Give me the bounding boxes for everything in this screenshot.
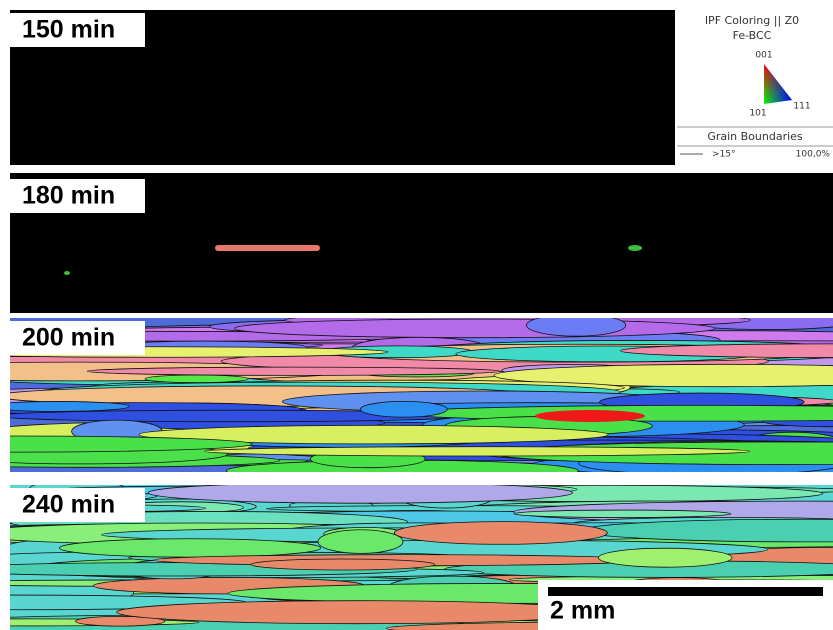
corner-label: 101 [749, 109, 766, 119]
grain [87, 367, 500, 375]
grain [251, 559, 435, 570]
grain [394, 522, 607, 545]
figure: IPF Coloring || Z0 Fe-BCC 001 101 111 Gr… [0, 0, 833, 630]
scale-bar [548, 587, 823, 596]
grain [117, 601, 598, 624]
grain [64, 271, 70, 275]
corner-label: 001 [755, 51, 772, 61]
grain [59, 539, 320, 557]
grain [145, 375, 248, 383]
grain [234, 319, 714, 338]
page: {"panels": [{"label": "150 min"}, {"labe… [0, 0, 833, 630]
corner-label: 111 [793, 102, 810, 112]
grain [514, 510, 731, 518]
legend-title: IPF Coloring || Z0 [705, 14, 799, 27]
legend-phase: Fe-BCC [733, 29, 772, 42]
grain [318, 530, 403, 554]
grain [628, 245, 642, 251]
panel-label: 240 min [22, 491, 115, 519]
grain [0, 401, 129, 411]
legend: IPF Coloring || Z0 Fe-BCC 001 101 111 Gr… [677, 14, 833, 160]
panel-label: 200 min [22, 324, 115, 352]
grain [215, 245, 320, 251]
section-title: Grain Boundaries [707, 130, 803, 143]
grain [205, 447, 750, 456]
grain [598, 548, 732, 567]
ipf-triangle-blue [764, 64, 792, 104]
grain [148, 482, 572, 503]
boundary-fraction: 100,0% [796, 150, 831, 160]
boundary-label: >15° [712, 150, 736, 160]
grain [360, 401, 447, 417]
grain [535, 410, 645, 422]
scale-label: 2 mm [550, 597, 615, 625]
grain [526, 314, 625, 336]
panel-label: 180 min [22, 182, 115, 210]
panel-label: 150 min [22, 16, 115, 44]
